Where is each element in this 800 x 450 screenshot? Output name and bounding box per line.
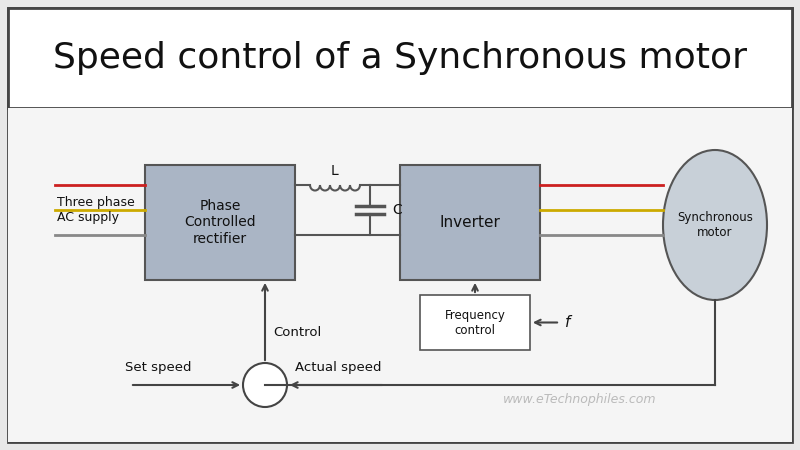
- Text: C: C: [392, 203, 402, 217]
- Text: f: f: [565, 315, 570, 330]
- Bar: [8, 8, 792, 108]
- Text: L: L: [331, 164, 339, 178]
- Text: Frequency
control: Frequency control: [445, 309, 506, 337]
- Text: Inverter: Inverter: [439, 215, 501, 230]
- Text: www.eTechnophiles.com: www.eTechnophiles.com: [503, 393, 657, 406]
- Text: Set speed: Set speed: [125, 360, 191, 374]
- Text: Synchronous
motor: Synchronous motor: [677, 211, 753, 239]
- Text: Three phase
AC supply: Three phase AC supply: [57, 196, 134, 224]
- Text: Control: Control: [273, 326, 322, 339]
- Text: Actual speed: Actual speed: [295, 360, 382, 374]
- Bar: [8, 108, 792, 442]
- Text: Phase
Controlled
rectifier: Phase Controlled rectifier: [184, 199, 256, 246]
- Bar: [145, 165, 295, 280]
- Circle shape: [243, 363, 287, 407]
- Bar: [400, 165, 540, 280]
- Text: Speed control of a Synchronous motor: Speed control of a Synchronous motor: [53, 41, 747, 75]
- Bar: [420, 295, 530, 350]
- Ellipse shape: [663, 150, 767, 300]
